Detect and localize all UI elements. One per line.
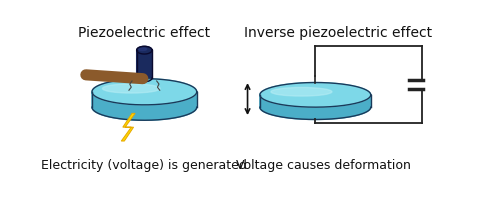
Polygon shape: [260, 95, 371, 119]
Polygon shape: [121, 113, 135, 141]
Ellipse shape: [138, 48, 147, 51]
Text: Piezoelectric effect: Piezoelectric effect: [78, 26, 210, 40]
Ellipse shape: [102, 84, 160, 93]
Text: Inverse piezoelectric effect: Inverse piezoelectric effect: [244, 26, 432, 40]
Ellipse shape: [137, 46, 152, 54]
Ellipse shape: [271, 87, 332, 96]
Ellipse shape: [92, 79, 197, 105]
Polygon shape: [137, 50, 152, 82]
Text: Electricity (voltage) is generated: Electricity (voltage) is generated: [41, 159, 247, 172]
Polygon shape: [92, 92, 197, 120]
Text: Voltage causes deformation: Voltage causes deformation: [236, 159, 410, 172]
Ellipse shape: [260, 83, 371, 107]
